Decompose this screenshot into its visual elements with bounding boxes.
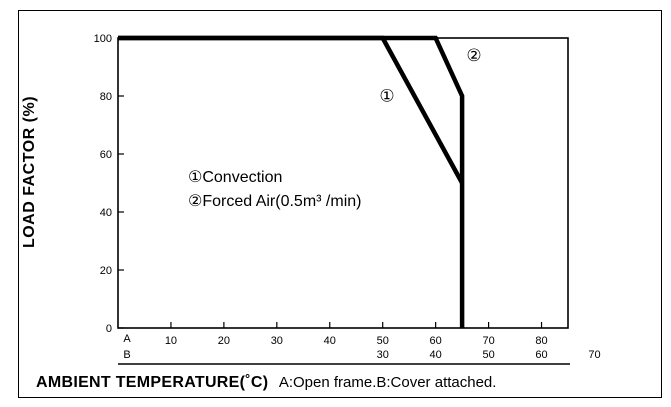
curve-marker-2: ② [466,46,481,65]
legend-item-convection: ①Convection [188,166,361,190]
y-tick-label: 80 [100,91,112,103]
x-tick-label-B: 60 [535,349,547,361]
chart-frame [18,10,662,398]
legend-item-forced-air: ②Forced Air(0.5m³ /min) [188,190,361,214]
legend: ①Convection ②Forced Air(0.5m³ /min) [188,166,361,214]
x-tick-label-A: 60 [430,335,442,347]
x-tick-label-A: 40 [324,335,336,347]
legend-marker: ② [188,193,203,210]
ticks: 0 20 40 60 80 100 A 10 20 30 40 50 60 70 80 B 30 40 50 60 70 [94,33,601,361]
x-tick-label-B: 40 [430,349,442,361]
x-tick-label-A: 30 [271,335,283,347]
x-tick-label-A: 80 [535,335,547,347]
curve-marker-1: ① [379,87,394,106]
x-tick-label-A: 20 [218,335,230,347]
x-tick-label-B: 70 [588,349,600,361]
y-tick-label: 100 [94,33,112,45]
series-line-1 [118,35,465,185]
series-lines [118,35,465,328]
y-tick-label: 20 [100,265,112,277]
x-tick-label-A: 70 [482,335,494,347]
legend-marker: ① [188,169,203,186]
y-tick-label: 60 [100,149,112,161]
series-line-2 [118,35,465,328]
y-tick-label: 0 [106,323,112,335]
x-axis-label-row: AMBIENT TEMPERATURE(˚C) A:Open frame.B:C… [36,374,496,392]
series-markers: ①② [379,46,481,106]
x-axis-A-name: A [123,333,131,345]
x-tick-label-A: 10 [165,335,177,347]
x-axis-B-name: B [123,349,130,361]
x-tick-label-B: 50 [482,349,494,361]
legend-text: Convection [202,169,283,186]
y-axis-label: LOAD FACTOR (%) [21,95,38,249]
y-tick-label: 40 [100,207,112,219]
x-tick-label-A: 50 [377,335,389,347]
legend-text: Forced Air(0.5m³ /min) [202,193,362,210]
x-tick-label-B: 30 [377,349,389,361]
x-axis-label: AMBIENT TEMPERATURE(˚C) [36,374,269,391]
x-axis-note: A:Open frame.B:Cover attached. [278,374,497,391]
